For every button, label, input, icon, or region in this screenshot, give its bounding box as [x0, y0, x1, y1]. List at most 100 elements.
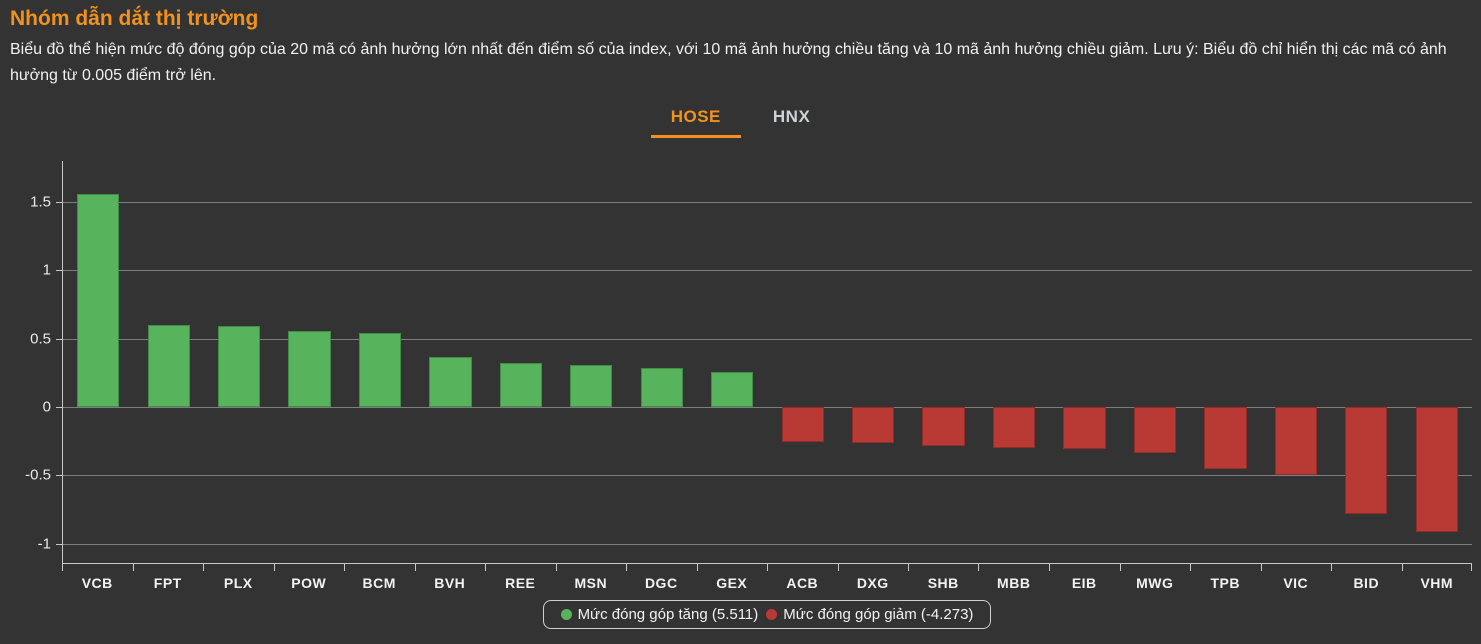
bar-column-EIB — [1049, 161, 1119, 563]
page-title: Nhóm dẫn dắt thị trường — [10, 7, 259, 30]
x-axis-tick — [1119, 564, 1121, 571]
x-axis-tick — [273, 564, 275, 571]
bar-MWG[interactable] — [1133, 407, 1177, 453]
bar-POW[interactable] — [288, 330, 331, 408]
y-axis-label-0.5: 0.5 — [30, 330, 51, 348]
x-axis-tick — [767, 564, 768, 571]
y-axis-tick — [56, 407, 63, 409]
x-axis-label-DGC: DGC — [644, 575, 678, 591]
bar-REE[interactable] — [499, 362, 543, 408]
x-axis-tick — [1190, 564, 1191, 571]
bar-ACB[interactable] — [781, 407, 824, 442]
x-axis-label-BVH: BVH — [434, 575, 466, 591]
bar-column-TPB — [1190, 161, 1260, 563]
bar-DXG[interactable] — [852, 407, 895, 444]
chart-plot-area: 1.5 1 0.5 0 -0.5 -1 — [25, 161, 1472, 564]
bar-MSN[interactable] — [570, 364, 613, 408]
x-axis-label-VHM: VHM — [1420, 575, 1454, 591]
bar-BVH[interactable] — [429, 357, 472, 408]
bar-column-REE — [486, 161, 556, 563]
bar-column-VHM — [1402, 161, 1472, 563]
x-axis-tick — [555, 564, 557, 571]
x-axis-label-ACB: ACB — [786, 575, 819, 591]
bar-column-VCB — [63, 161, 133, 563]
x-axis-label-MBB: MBB — [997, 575, 1031, 591]
x-axis-labels: VCB FPT PLX POW BCM BVH REE MSN DGC GEX ACB DXG SHB M… — [62, 575, 1472, 591]
bar-MBB[interactable] — [992, 407, 1036, 449]
bar-VHM[interactable] — [1415, 407, 1458, 533]
y-axis-label-1: 1 — [42, 261, 51, 279]
x-axis-tick — [1260, 564, 1262, 571]
x-axis-tick — [62, 564, 63, 571]
y-axis-tick — [56, 202, 63, 204]
x-axis-label-VCB: VCB — [81, 575, 113, 591]
x-axis-tick — [1331, 564, 1332, 571]
x-axis-tick — [908, 564, 909, 571]
negative-legend-dot-icon — [766, 609, 778, 620]
bar-column-BID — [1331, 161, 1401, 563]
bar-column-BCM — [345, 161, 415, 563]
y-axis-tick — [56, 338, 63, 340]
y-axis-label-1.5: 1.5 — [30, 193, 51, 211]
bar-column-PLX — [204, 161, 274, 563]
legend-item-positive[interactable]: Mức đóng góp tăng (5.511) — [560, 606, 759, 623]
x-axis-tick — [203, 564, 204, 571]
legend-item-negative[interactable]: Mức đóng góp giảm (-4.273) — [766, 606, 973, 623]
bar-TPB[interactable] — [1204, 407, 1247, 469]
bar-column-DGC — [627, 161, 697, 563]
bar-column-MSN — [556, 161, 626, 563]
bar-column-VIC — [1261, 161, 1331, 563]
x-axis-label-PLX: PLX — [223, 575, 253, 591]
bar-column-ACB — [768, 161, 838, 563]
bar-column-SHB — [908, 161, 978, 563]
x-axis-label-SHB: SHB — [927, 575, 959, 591]
tab-hose[interactable]: HOSE — [650, 102, 741, 138]
y-axis-label--1: -1 — [37, 535, 51, 553]
x-axis-tick — [1049, 564, 1050, 571]
x-axis-label-MSN: MSN — [574, 575, 608, 591]
section-header: Nhóm dẫn dắt thị trường Biểu đồ thể hiện… — [0, 0, 1481, 89]
x-axis — [62, 564, 1472, 572]
x-axis-label-VIC: VIC — [1283, 575, 1309, 591]
bar-column-BVH — [415, 161, 485, 563]
bar-BCM[interactable] — [358, 333, 402, 408]
bar-VIC[interactable] — [1274, 407, 1317, 476]
x-axis-tick — [696, 564, 698, 571]
gridline-y-1 — [63, 270, 1472, 272]
bar-EIB[interactable] — [1063, 407, 1106, 449]
x-axis-tick — [1471, 564, 1472, 571]
bar-column-DXG — [838, 161, 908, 563]
tab-hnx[interactable]: HNX — [772, 107, 811, 126]
y-axis-tick — [56, 475, 63, 477]
bar-column-MBB — [979, 161, 1049, 563]
x-axis-label-GEX: GEX — [716, 575, 748, 591]
bar-DGC[interactable] — [640, 368, 683, 408]
bar-FPT[interactable] — [147, 325, 190, 408]
y-axis-label--0.5: -0.5 — [25, 466, 51, 484]
x-axis-tick — [414, 564, 416, 571]
x-axis-tick — [485, 564, 486, 571]
x-axis-label-REE: REE — [505, 575, 536, 591]
x-axis-tick — [626, 564, 627, 571]
x-axis-label-MWG: MWG — [1136, 575, 1174, 591]
gridline-y-0 — [63, 407, 1472, 409]
x-axis-label-BCM: BCM — [362, 575, 396, 591]
bar-column-GEX — [697, 161, 767, 563]
bar-SHB[interactable] — [922, 407, 965, 447]
contribution-chart: 1.5 1 0.5 0 -0.5 -1 VCB FPT PLX POW BCM BVH REE MSN D… — [25, 161, 1472, 629]
chart-legend: Mức đóng góp tăng (5.511) Mức đóng góp g… — [542, 600, 992, 629]
bar-column-FPT — [133, 161, 203, 563]
bar-BID[interactable] — [1345, 407, 1388, 514]
legend-label-negative: Mức đóng góp giảm (-4.273) — [783, 606, 974, 623]
bar-VCB[interactable] — [77, 193, 120, 408]
x-axis-tick — [837, 564, 839, 571]
x-axis-label-BID: BID — [1353, 575, 1380, 591]
bar-PLX[interactable] — [217, 326, 261, 408]
bar-GEX[interactable] — [711, 372, 754, 408]
gridline-y-1.5 — [63, 202, 1472, 204]
chart-description: Biểu đồ thể hiện mức độ đóng góp của 20 … — [10, 41, 1447, 84]
x-axis-label-FPT: FPT — [153, 575, 182, 591]
y-axis-tick — [56, 543, 63, 545]
exchange-tabs: HOSE HNX — [0, 102, 1481, 138]
legend-label-positive: Mức đóng góp tăng (5.511) — [577, 606, 759, 623]
